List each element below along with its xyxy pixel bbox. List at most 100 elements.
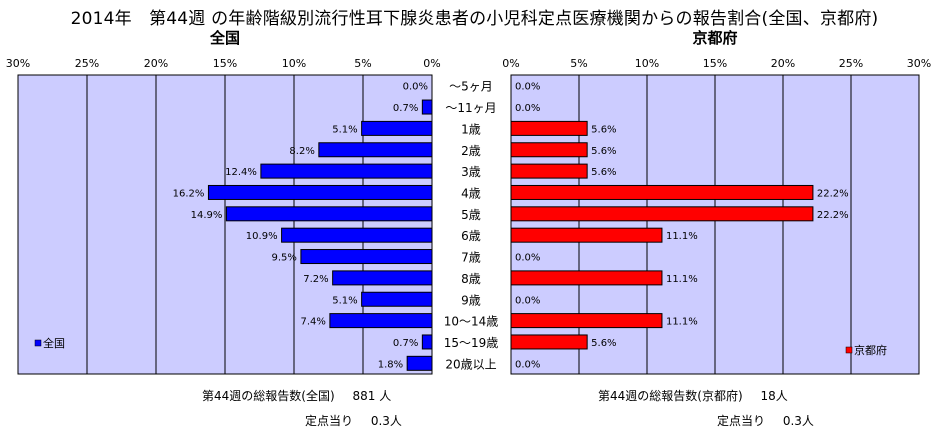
kyoto-tick-label: 0%	[502, 57, 519, 70]
category-label: 15～19歳	[444, 336, 499, 350]
national-bar	[361, 120, 433, 136]
national-per-row: 定点当り 0.3人	[305, 412, 402, 429]
national-data-label: 7.2%	[303, 274, 328, 285]
kyoto-tick-label: 10%	[635, 57, 659, 70]
kyoto-legend-label: 京都府	[854, 343, 887, 357]
national-data-label: 16.2%	[173, 188, 205, 199]
category-label: 8歳	[461, 272, 481, 286]
kyoto-total-row: 第44週の総報告数(京都府) 18人	[598, 387, 788, 404]
national-total-label: 第44週の総報告数(全国)	[202, 389, 335, 403]
national-bar	[281, 227, 433, 243]
kyoto-data-label: 5.6%	[591, 338, 616, 349]
national-per-value: 0.3人	[370, 414, 402, 428]
kyoto-data-label: 22.2%	[817, 210, 849, 221]
kyoto-data-label: 0.0%	[515, 359, 540, 370]
kyoto-bar	[510, 334, 588, 350]
national-tick-label: 30%	[6, 57, 30, 70]
national-tick-label: 20%	[144, 57, 168, 70]
national-data-label: 5.1%	[332, 124, 357, 135]
kyoto-data-label: 11.1%	[666, 317, 698, 328]
national-legend-label: 全国	[43, 336, 65, 350]
kyoto-total-value: 18人	[760, 389, 788, 403]
kyoto-data-label: 5.6%	[591, 124, 616, 135]
kyoto-bar	[510, 120, 588, 136]
category-label: ～11ヶ月	[445, 101, 496, 115]
national-tick-label: 10%	[282, 57, 306, 70]
kyoto-tick-label: 30%	[907, 57, 931, 70]
category-label: 10～14歳	[444, 315, 499, 329]
category-label: 9歳	[461, 293, 481, 307]
category-label: 2歳	[461, 144, 481, 158]
national-total-row: 第44週の総報告数(全国) 881 人	[202, 387, 391, 404]
national-data-label: 5.1%	[332, 295, 357, 306]
chart-title: 2014年 第44週 の年齢階級別流行性耳下腺炎患者の小児科定点医療機関からの報…	[70, 9, 879, 29]
national-data-label: 8.2%	[289, 146, 314, 157]
national-plot-border	[17, 74, 433, 375]
kyoto-tick-label: 25%	[839, 57, 863, 70]
kyoto-plot-border	[510, 74, 920, 375]
national-panel-title: 全国	[209, 29, 240, 47]
national-data-label: 0.7%	[393, 338, 418, 349]
kyoto-data-label: 22.2%	[817, 188, 849, 199]
national-data-label: 9.5%	[271, 253, 296, 264]
national-bar	[421, 334, 433, 350]
category-label: 7歳	[461, 251, 481, 265]
kyoto-total-label: 第44週の総報告数(京都府)	[598, 389, 743, 403]
kyoto-per-value: 0.3人	[782, 414, 814, 428]
category-label: 5歳	[461, 208, 481, 222]
kyoto-tick-label: 15%	[703, 57, 727, 70]
national-per-label: 定点当り	[305, 414, 354, 428]
national-bar	[332, 270, 433, 286]
kyoto-bar	[510, 184, 814, 200]
kyoto-data-label: 0.0%	[515, 103, 540, 114]
national-tick-label: 0%	[423, 57, 440, 70]
national-bar	[329, 313, 433, 329]
kyoto-data-label: 5.6%	[591, 167, 616, 178]
kyoto-bar	[510, 270, 663, 286]
national-bar	[260, 163, 433, 179]
category-label: 4歳	[461, 186, 481, 200]
category-label: 1歳	[461, 122, 481, 136]
national-bar	[318, 142, 433, 158]
national-total-value: 881 人	[352, 389, 392, 403]
kyoto-legend-swatch	[845, 346, 853, 354]
kyoto-data-label: 0.0%	[515, 253, 540, 264]
kyoto-per-label: 定点当り	[717, 414, 766, 428]
kyoto-panel-title: 京都府	[692, 29, 738, 47]
national-data-label: 7.4%	[300, 317, 325, 328]
kyoto-bar	[510, 163, 588, 179]
national-bar	[361, 291, 433, 307]
kyoto-bar	[510, 227, 663, 243]
kyoto-bar	[510, 142, 588, 158]
national-bar	[225, 206, 433, 222]
category-label: 20歳以上	[445, 357, 496, 371]
kyoto-data-label: 0.0%	[515, 295, 540, 306]
category-label: 6歳	[461, 229, 481, 243]
kyoto-data-label: 5.6%	[591, 146, 616, 157]
kyoto-tick-label: 20%	[771, 57, 795, 70]
national-bar	[300, 249, 433, 265]
national-data-label: 1.8%	[378, 359, 403, 370]
national-data-label: 14.9%	[191, 210, 223, 221]
national-bar	[406, 355, 433, 371]
national-bar	[207, 184, 433, 200]
category-label: 3歳	[461, 165, 481, 179]
national-data-label: 0.0%	[403, 82, 428, 93]
national-data-label: 12.4%	[225, 167, 257, 178]
kyoto-bar	[510, 206, 814, 222]
kyoto-tick-label: 5%	[570, 57, 587, 70]
category-label: ～5ヶ月	[449, 80, 493, 94]
kyoto-data-label: 0.0%	[515, 82, 540, 93]
national-data-label: 0.7%	[393, 103, 418, 114]
kyoto-data-label: 11.1%	[666, 274, 698, 285]
national-tick-label: 25%	[75, 57, 99, 70]
national-data-label: 10.9%	[246, 231, 278, 242]
national-bar	[421, 99, 433, 115]
kyoto-data-label: 11.1%	[666, 231, 698, 242]
kyoto-per-row: 定点当り 0.3人	[717, 412, 814, 429]
national-legend-swatch	[34, 339, 42, 347]
kyoto-bar	[510, 313, 663, 329]
national-tick-label: 5%	[354, 57, 371, 70]
national-tick-label: 15%	[213, 57, 237, 70]
